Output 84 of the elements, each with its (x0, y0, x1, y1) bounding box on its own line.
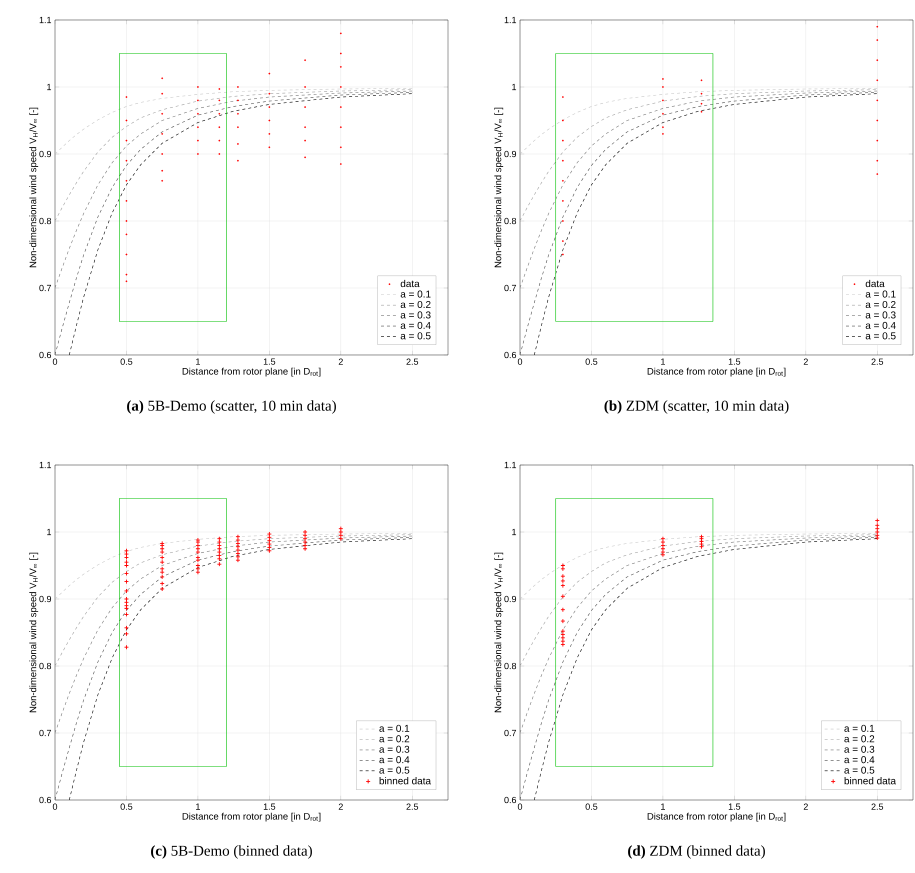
y-tick-label: 0.7 (504, 730, 516, 736)
x-tick-label: 2.5 (872, 358, 884, 365)
legend-label: a = 0.5 (379, 766, 410, 774)
y-tick-label: 0.8 (504, 662, 516, 670)
legend-label: a = 0.5 (866, 332, 896, 340)
y-axis-title: Non-dimensional wind speed V$_{H}$/V$_{∞}$ [-] (494, 108, 504, 268)
x-tick-label: 2 (338, 804, 343, 810)
legend-label: a = 0.4 (379, 756, 410, 764)
text: (a) 5B-Demo (scatter, 10 min data) (127, 400, 336, 414)
x-tick-label: 2.5 (406, 804, 418, 810)
legend-label: data (400, 280, 420, 288)
legend-label: a = 0.3 (844, 746, 874, 753)
y-tick-label: 0.9 (504, 596, 516, 602)
x-tick-label: 0 (52, 804, 58, 810)
y-tick-label: 0.6 (504, 796, 516, 804)
x-tick-label: 1.5 (728, 804, 740, 810)
x-tick-label: 0 (52, 358, 58, 365)
y-tick-label: 0.9 (39, 596, 52, 602)
y-tick-label: 0.9 (39, 150, 52, 158)
x-tick-label: 0.5 (586, 804, 598, 810)
y-tick-label: 0.6 (39, 352, 52, 358)
legend-label: a = 0.4 (866, 322, 896, 329)
x-tick-label: 1.5 (264, 358, 276, 365)
y-tick-label: 1 (47, 528, 52, 536)
legend-label: a = 0.2 (400, 300, 431, 308)
y-tick-label: 1.1 (40, 462, 52, 468)
y-axis-title: Non-dimensional wind speed V$_{H}$/V$_{∞}$ [-] (29, 108, 38, 268)
legend-label: a = 0.5 (844, 766, 874, 774)
x-tick-label: 0 (518, 804, 522, 810)
x-axis-title: Distance from rotor plane [in D$_{rot}$] (182, 812, 320, 822)
text: (b) ZDM (scatter, 10 min data) (604, 400, 789, 414)
x-tick-label: 1 (196, 358, 200, 365)
y-tick-label: 0.8 (39, 662, 52, 670)
legend-label: binned data (844, 777, 896, 784)
x-tick-label: 2.5 (406, 358, 418, 365)
legend-label: a = 0.2 (844, 735, 874, 742)
legend-label: a = 0.3 (379, 746, 410, 753)
x-tick-label: 1 (661, 804, 665, 810)
legend-label: a = 0.4 (400, 322, 431, 329)
x-axis-title: Distance from rotor plane [in D$_{rot}$] (182, 368, 320, 377)
legend-label: a = 0.5 (400, 332, 431, 340)
y-tick-label: 0.9 (504, 150, 516, 158)
x-axis-title: Distance from rotor plane [in D$_{rot}$] (648, 368, 786, 377)
legend-label: a = 0.3 (866, 311, 896, 318)
x-axis-title: Distance from rotor plane [in D$_{rot}$] (648, 812, 786, 822)
text: (c) 5B-Demo (binned data) (151, 845, 312, 859)
legend-label: a = 0.1 (379, 724, 410, 732)
y-tick-label: 1 (47, 84, 52, 90)
y-tick-label: 1 (512, 528, 516, 536)
legend-label: a = 0.4 (844, 756, 874, 764)
y-tick-label: 1.1 (504, 462, 516, 468)
x-tick-label: 2.5 (872, 804, 884, 810)
legend-label: data (866, 280, 885, 288)
y-axis-title: Non-dimensional wind speed V$_{H}$/V$_{∞}$ [-] (29, 552, 38, 712)
y-tick-label: 0.6 (39, 796, 52, 804)
x-tick-label: 2 (804, 804, 808, 810)
y-tick-label: 0.8 (504, 218, 516, 224)
x-tick-label: 1 (661, 358, 665, 365)
text: (d) ZDM (binned data) (628, 845, 765, 859)
y-tick-label: 0.7 (504, 284, 516, 292)
legend-label: a = 0.1 (844, 724, 874, 732)
legend-label: a = 0.1 (400, 290, 431, 298)
legend-label: binned data (380, 777, 432, 784)
x-tick-label: 1.5 (264, 804, 276, 810)
legend-label: a = 0.3 (400, 311, 431, 318)
x-tick-label: 0 (518, 358, 522, 365)
x-tick-label: 0.5 (120, 804, 132, 810)
y-tick-label: 1.1 (40, 16, 52, 24)
x-tick-label: 2 (804, 358, 808, 365)
x-tick-label: 2 (338, 358, 343, 365)
x-tick-label: 0.5 (120, 358, 132, 365)
legend-label: a = 0.2 (866, 300, 896, 308)
legend-label: a = 0.1 (866, 290, 896, 298)
y-axis-title: Non-dimensional wind speed V$_{H}$/V$_{∞}$ [-] (494, 552, 504, 712)
y-tick-label: 0.6 (504, 352, 516, 358)
y-tick-label: 1.1 (504, 16, 516, 24)
x-tick-label: 0.5 (586, 358, 598, 365)
legend-label: a = 0.2 (379, 735, 410, 742)
x-tick-label: 1 (196, 804, 200, 810)
y-tick-label: 1 (512, 84, 516, 90)
y-tick-label: 0.7 (39, 730, 52, 736)
y-tick-label: 0.7 (39, 284, 52, 292)
x-tick-label: 1.5 (728, 358, 740, 365)
y-tick-label: 0.8 (39, 218, 52, 224)
